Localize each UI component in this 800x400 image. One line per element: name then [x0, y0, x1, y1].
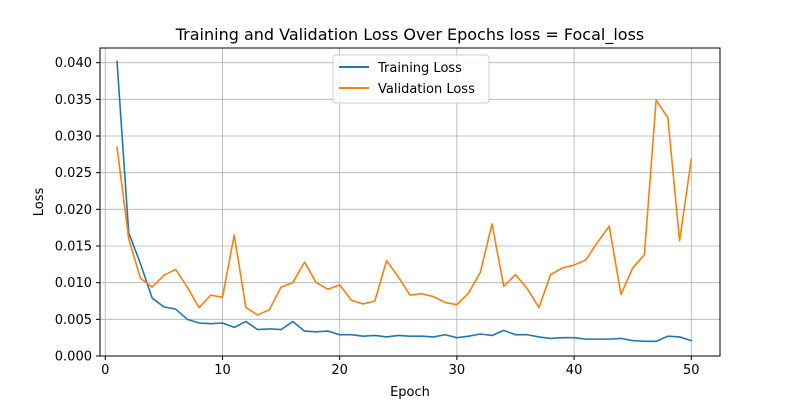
y-axis-label: Loss	[32, 188, 47, 217]
chart-title: Training and Validation Loss Over Epochs…	[175, 25, 645, 45]
legend: Training Loss Validation Loss	[332, 54, 490, 104]
y-tick-label: 0.005	[55, 313, 92, 328]
series-lines	[116, 60, 693, 343]
x-tick-label: 10	[214, 363, 231, 378]
x-tick-label: 0	[101, 363, 109, 378]
training-loss-line	[116, 60, 693, 343]
y-tick-label: 0.010	[55, 276, 92, 291]
legend-box	[332, 54, 490, 104]
y-tick-label: 0.015	[55, 240, 92, 255]
x-axis-label: Epoch	[390, 385, 430, 400]
x-tick-label: 40	[566, 363, 583, 378]
x-tick-label: 30	[449, 363, 466, 378]
legend-label-training: Training Loss	[377, 61, 462, 76]
legend-label-validation: Validation Loss	[378, 82, 475, 97]
y-tick-label: 0.030	[55, 130, 92, 145]
x-tick-label: 50	[683, 363, 700, 378]
x-tick-label: 20	[331, 363, 348, 378]
y-tick-label: 0.035	[55, 93, 92, 108]
y-tick-label: 0.025	[55, 166, 92, 181]
y-tick-label: 0.000	[55, 350, 92, 365]
plot-frame	[99, 47, 721, 357]
axis-ticks: 0 10 20 30 40 50 0.000 0.005 0.010 0.015 0.020 0.02…	[55, 56, 700, 378]
y-tick-label: 0.020	[55, 203, 92, 218]
validation-loss-line	[116, 99, 693, 316]
y-tick-label: 0.040	[55, 56, 92, 71]
